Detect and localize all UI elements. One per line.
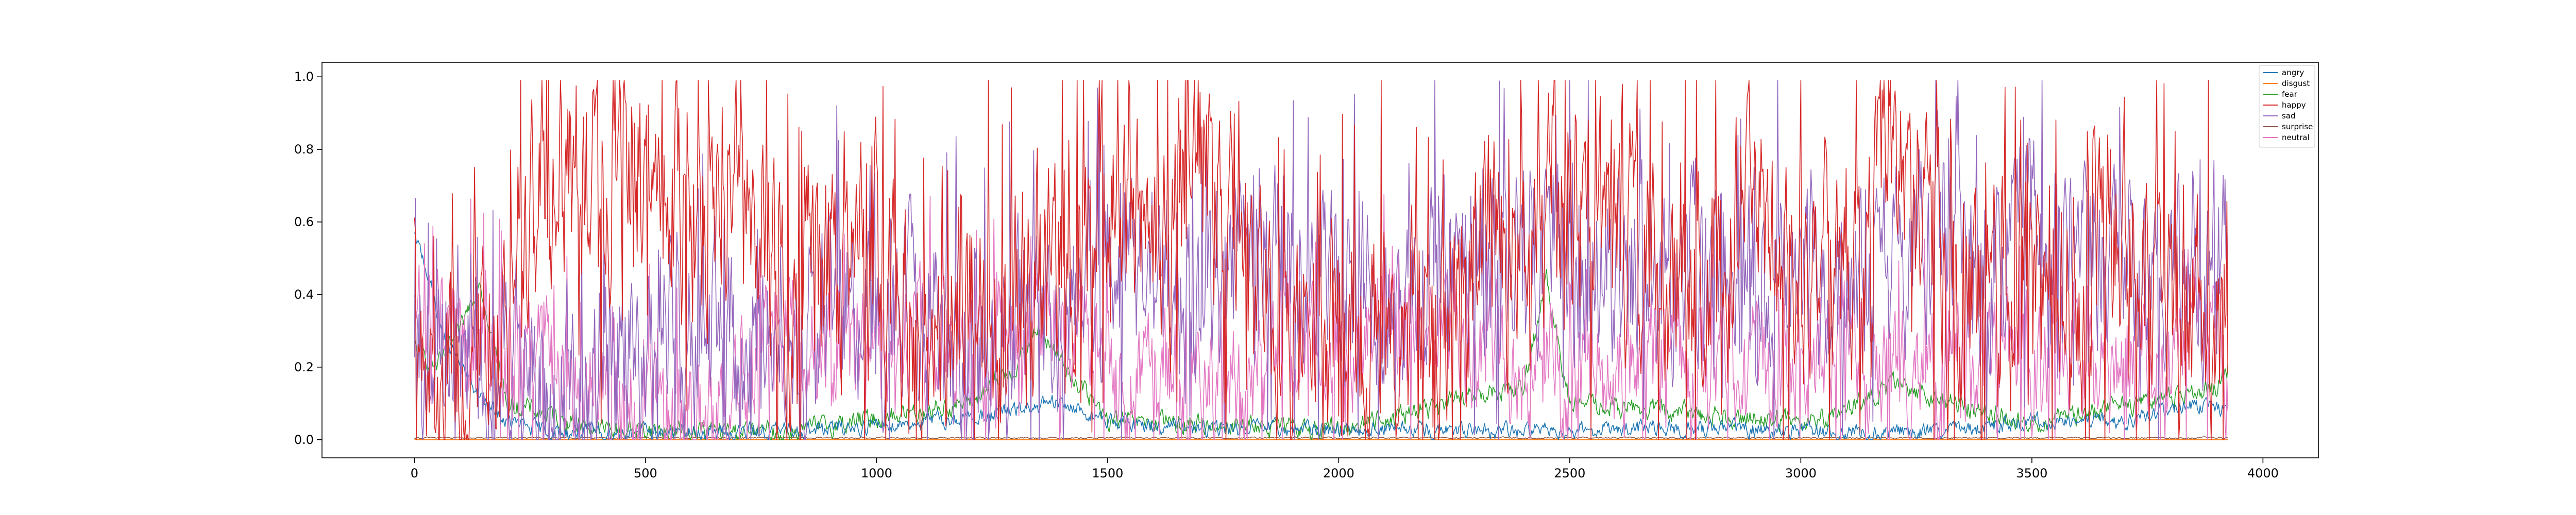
y-tick-label: 1.0: [294, 70, 314, 84]
y-tick-label: 0.4: [294, 287, 314, 302]
series-line-happy: [414, 80, 2229, 440]
legend-label-disgust: disgust: [2282, 79, 2310, 88]
series-line-neutral: [414, 194, 2228, 440]
y-tick-label: 0.2: [294, 360, 314, 374]
x-tick-label: 1500: [1092, 466, 1123, 480]
y-tick-label: 0.6: [294, 215, 314, 229]
y-tick-label: 0.8: [294, 142, 314, 157]
y-axis: 0.0 0.2 0.4 0.6 0.8 1.0: [294, 70, 322, 447]
x-tick-label: 3500: [2016, 466, 2047, 480]
plot-series-group: [414, 80, 2229, 440]
legend-label-neutral: neutral: [2282, 133, 2310, 142]
x-tick-label: 3000: [1785, 466, 1817, 480]
legend-label-surprise: surprise: [2282, 122, 2313, 131]
series-line-fear: [414, 268, 2228, 440]
legend-label-sad: sad: [2282, 111, 2296, 121]
legend-label-fear: fear: [2282, 90, 2298, 99]
x-tick-label: 500: [634, 466, 657, 480]
x-tick-label: 2000: [1323, 466, 1354, 480]
legend-label-happy: happy: [2282, 100, 2306, 110]
series-line-angry: [414, 231, 2228, 440]
x-tick-label: 4000: [2247, 466, 2279, 480]
x-tick-label: 2500: [1554, 466, 1585, 480]
x-tick-label: 1000: [861, 466, 892, 480]
y-tick-label: 0.0: [294, 433, 314, 447]
x-axis: 0 500 1000 1500 2000 2500 3000 3500 4000: [411, 458, 2279, 480]
axes-frame: [321, 62, 2319, 458]
x-tick-label: 0: [411, 466, 418, 480]
legend-label-angry: angry: [2282, 68, 2304, 77]
